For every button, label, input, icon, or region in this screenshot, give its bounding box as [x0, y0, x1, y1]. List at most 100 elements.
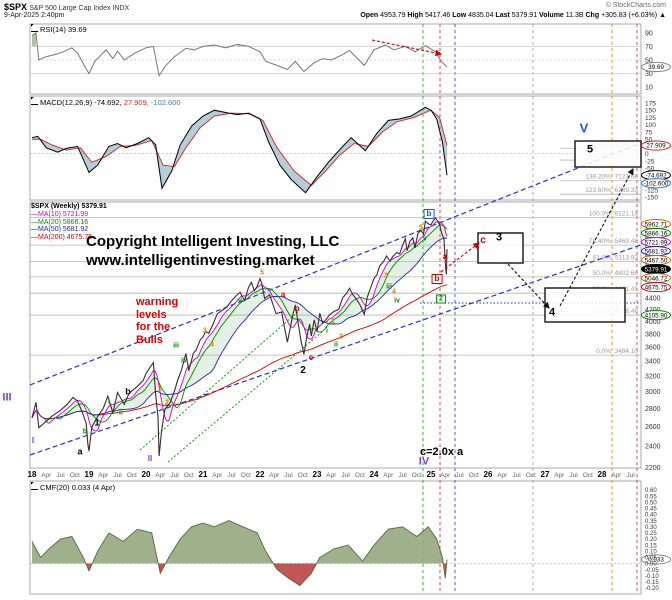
projection-arrow: [440, 242, 480, 273]
timeline-month-label: Jul: [113, 472, 122, 479]
channel-line: [29, 244, 642, 456]
macd-axis-tick: 100: [645, 122, 656, 129]
axis-value-bubble: [641, 140, 671, 151]
chart-datetime: 9-Apr-2025 2:40pm: [4, 12, 65, 19]
price-axis-tick: 3200: [645, 373, 661, 380]
indicator-icon: [31, 482, 38, 490]
timeline-month-label: Jul: [626, 472, 635, 479]
cmf-axis-tick: 0.30: [645, 525, 657, 531]
axis-value-bubble-text: 4105.90: [645, 312, 668, 319]
ma-legend-row: —MA(50) 5681.92: [31, 226, 89, 233]
timeline-month-label: Apr: [155, 472, 166, 479]
axis-value-bubble-text: -102.600: [644, 180, 669, 187]
macd-axis-tick: -150: [645, 194, 658, 201]
moving-average-line: [31, 221, 448, 432]
copyright-annotation: Copyright Intelligent Investing, LLC www…: [86, 232, 339, 270]
warning-line: Bulls: [136, 333, 163, 346]
axis-value-bubble-text: 5467.50: [645, 257, 668, 264]
timeline-year-label: 21: [199, 470, 208, 479]
moving-average-line: [31, 237, 448, 420]
axis-value-bubble-text: 5046.72: [645, 275, 668, 282]
warning-line: warning: [136, 296, 179, 308]
moving-average-line: [31, 284, 448, 420]
last-value: 5379.91: [511, 12, 538, 19]
ma-legend-row: —MA(10) 5721.99: [31, 211, 89, 218]
cmf-value: 0.033: [71, 483, 91, 492]
cmf-axis-tick: -0.05: [645, 568, 659, 574]
cmf-positive-fill: [32, 536, 86, 564]
fib-level-label: 138.20%: 7121.68: [585, 174, 638, 181]
axis-value-bubble-text: 27.909: [646, 143, 666, 150]
macd-value: -74.692,: [94, 98, 124, 107]
price-axis-tick: 4000: [645, 319, 661, 326]
cmf-axis-tick: -0.15: [645, 580, 659, 586]
timeline-month-label: Jul: [512, 472, 521, 479]
chart-header: $SPX S&P 500 Large Cap Index INDX © Stoc…: [4, 2, 668, 22]
cmf-axis-tick: 0.05: [645, 556, 657, 562]
cmf-negative-fill: [85, 563, 93, 571]
timeline-month-label: Oct: [241, 472, 251, 479]
high-value: 5417.46: [424, 12, 451, 19]
timeline-month-label: Oct: [526, 472, 536, 479]
cmf-axis-tick: 0.15: [645, 543, 657, 549]
rsi-overbought-fill: [32, 32, 36, 47]
stockcharts-credit: © StockCharts.com: [605, 2, 666, 9]
quote-strip: Open 4953.79 High 5417.46 Low 4835.04 La…: [360, 12, 666, 19]
timeline-month-label: Jul: [569, 472, 578, 479]
macd-value: -102.600: [150, 98, 181, 107]
projection-box: [477, 232, 524, 264]
high-label: High: [407, 12, 423, 19]
fib-level-label: 123.60%: 6739.33: [585, 187, 638, 194]
price-axis-tick: 4400: [645, 296, 661, 303]
timeline-month-label: Apr: [383, 472, 394, 479]
cmf-legend: CMF(20) 0.033 (4 Apr): [31, 482, 115, 492]
timeline-year-label: 27: [541, 470, 550, 479]
timeline-month-label: Jul: [341, 472, 350, 479]
ma-legend-row: —MA(20) 5866.16: [31, 218, 89, 226]
ticker-description: S&P 500 Large Cap Index INDX: [29, 5, 130, 12]
macd-axis-tick: -125: [645, 187, 658, 194]
projection-box: [574, 140, 642, 168]
cmf-axis-tick: 0.40: [645, 513, 657, 519]
cmf-axis-tick: 0.10: [645, 549, 657, 555]
timeline-month-label: Jul: [284, 472, 293, 479]
cmf-axis-tick: 0.00: [645, 562, 657, 568]
rsi-axis-tick: 50: [645, 58, 653, 65]
cmf-positive-fill: [92, 529, 159, 564]
timeline-month-label: Jul: [170, 472, 179, 479]
ticker-symbol: $SPX: [4, 2, 28, 12]
cmf-axis-tick: 0.45: [645, 507, 657, 513]
cmf-axis-tick: 0.50: [645, 500, 657, 506]
fib-level-label: 78.40%: 5469.48: [589, 238, 639, 245]
timeline-month-label: Oct: [412, 472, 422, 479]
timeline-month-label: Jul: [455, 472, 464, 479]
macd-value: 27.909,: [123, 98, 151, 107]
cmf-axis-tick: 0.55: [645, 494, 657, 500]
panel-frame: [29, 95, 642, 201]
timeline-year-label: 26: [484, 470, 493, 479]
cmf-negative-fill: [273, 563, 317, 586]
price-axis-tick: 3400: [645, 359, 661, 366]
macd-axis-tick: 125: [645, 115, 656, 122]
cmf-axis-tick: 0.20: [645, 537, 657, 543]
timeline-year-label: 18: [28, 470, 37, 479]
ma-ribbon-fill: [32, 221, 447, 431]
axis-value-bubble-text: 39.69: [648, 64, 664, 71]
warning-line: for the: [136, 321, 171, 333]
fib-level-label: 100.0%: 6121.18: [589, 211, 639, 218]
macd-line: [31, 106, 448, 194]
warning-line: levels: [136, 308, 167, 321]
rsi-axis-tick: 70: [645, 44, 653, 51]
fib-level-label: 61.8%: 5113.92: [593, 255, 638, 262]
c-equals-2x-a-annotation: c=2.0x a: [420, 446, 464, 458]
axis-value-bubble-text: -74.692: [645, 172, 667, 179]
timeline-year-label: 20: [142, 470, 151, 479]
panel-frame: [29, 23, 642, 95]
volume-value: 11.3B: [565, 12, 584, 19]
price-axis-tick: 3600: [645, 345, 661, 352]
timeline-month-label: Apr: [497, 472, 508, 479]
projection-box: [544, 287, 626, 323]
panel-frame: [29, 480, 642, 595]
open-value: 4953.79: [380, 12, 406, 19]
